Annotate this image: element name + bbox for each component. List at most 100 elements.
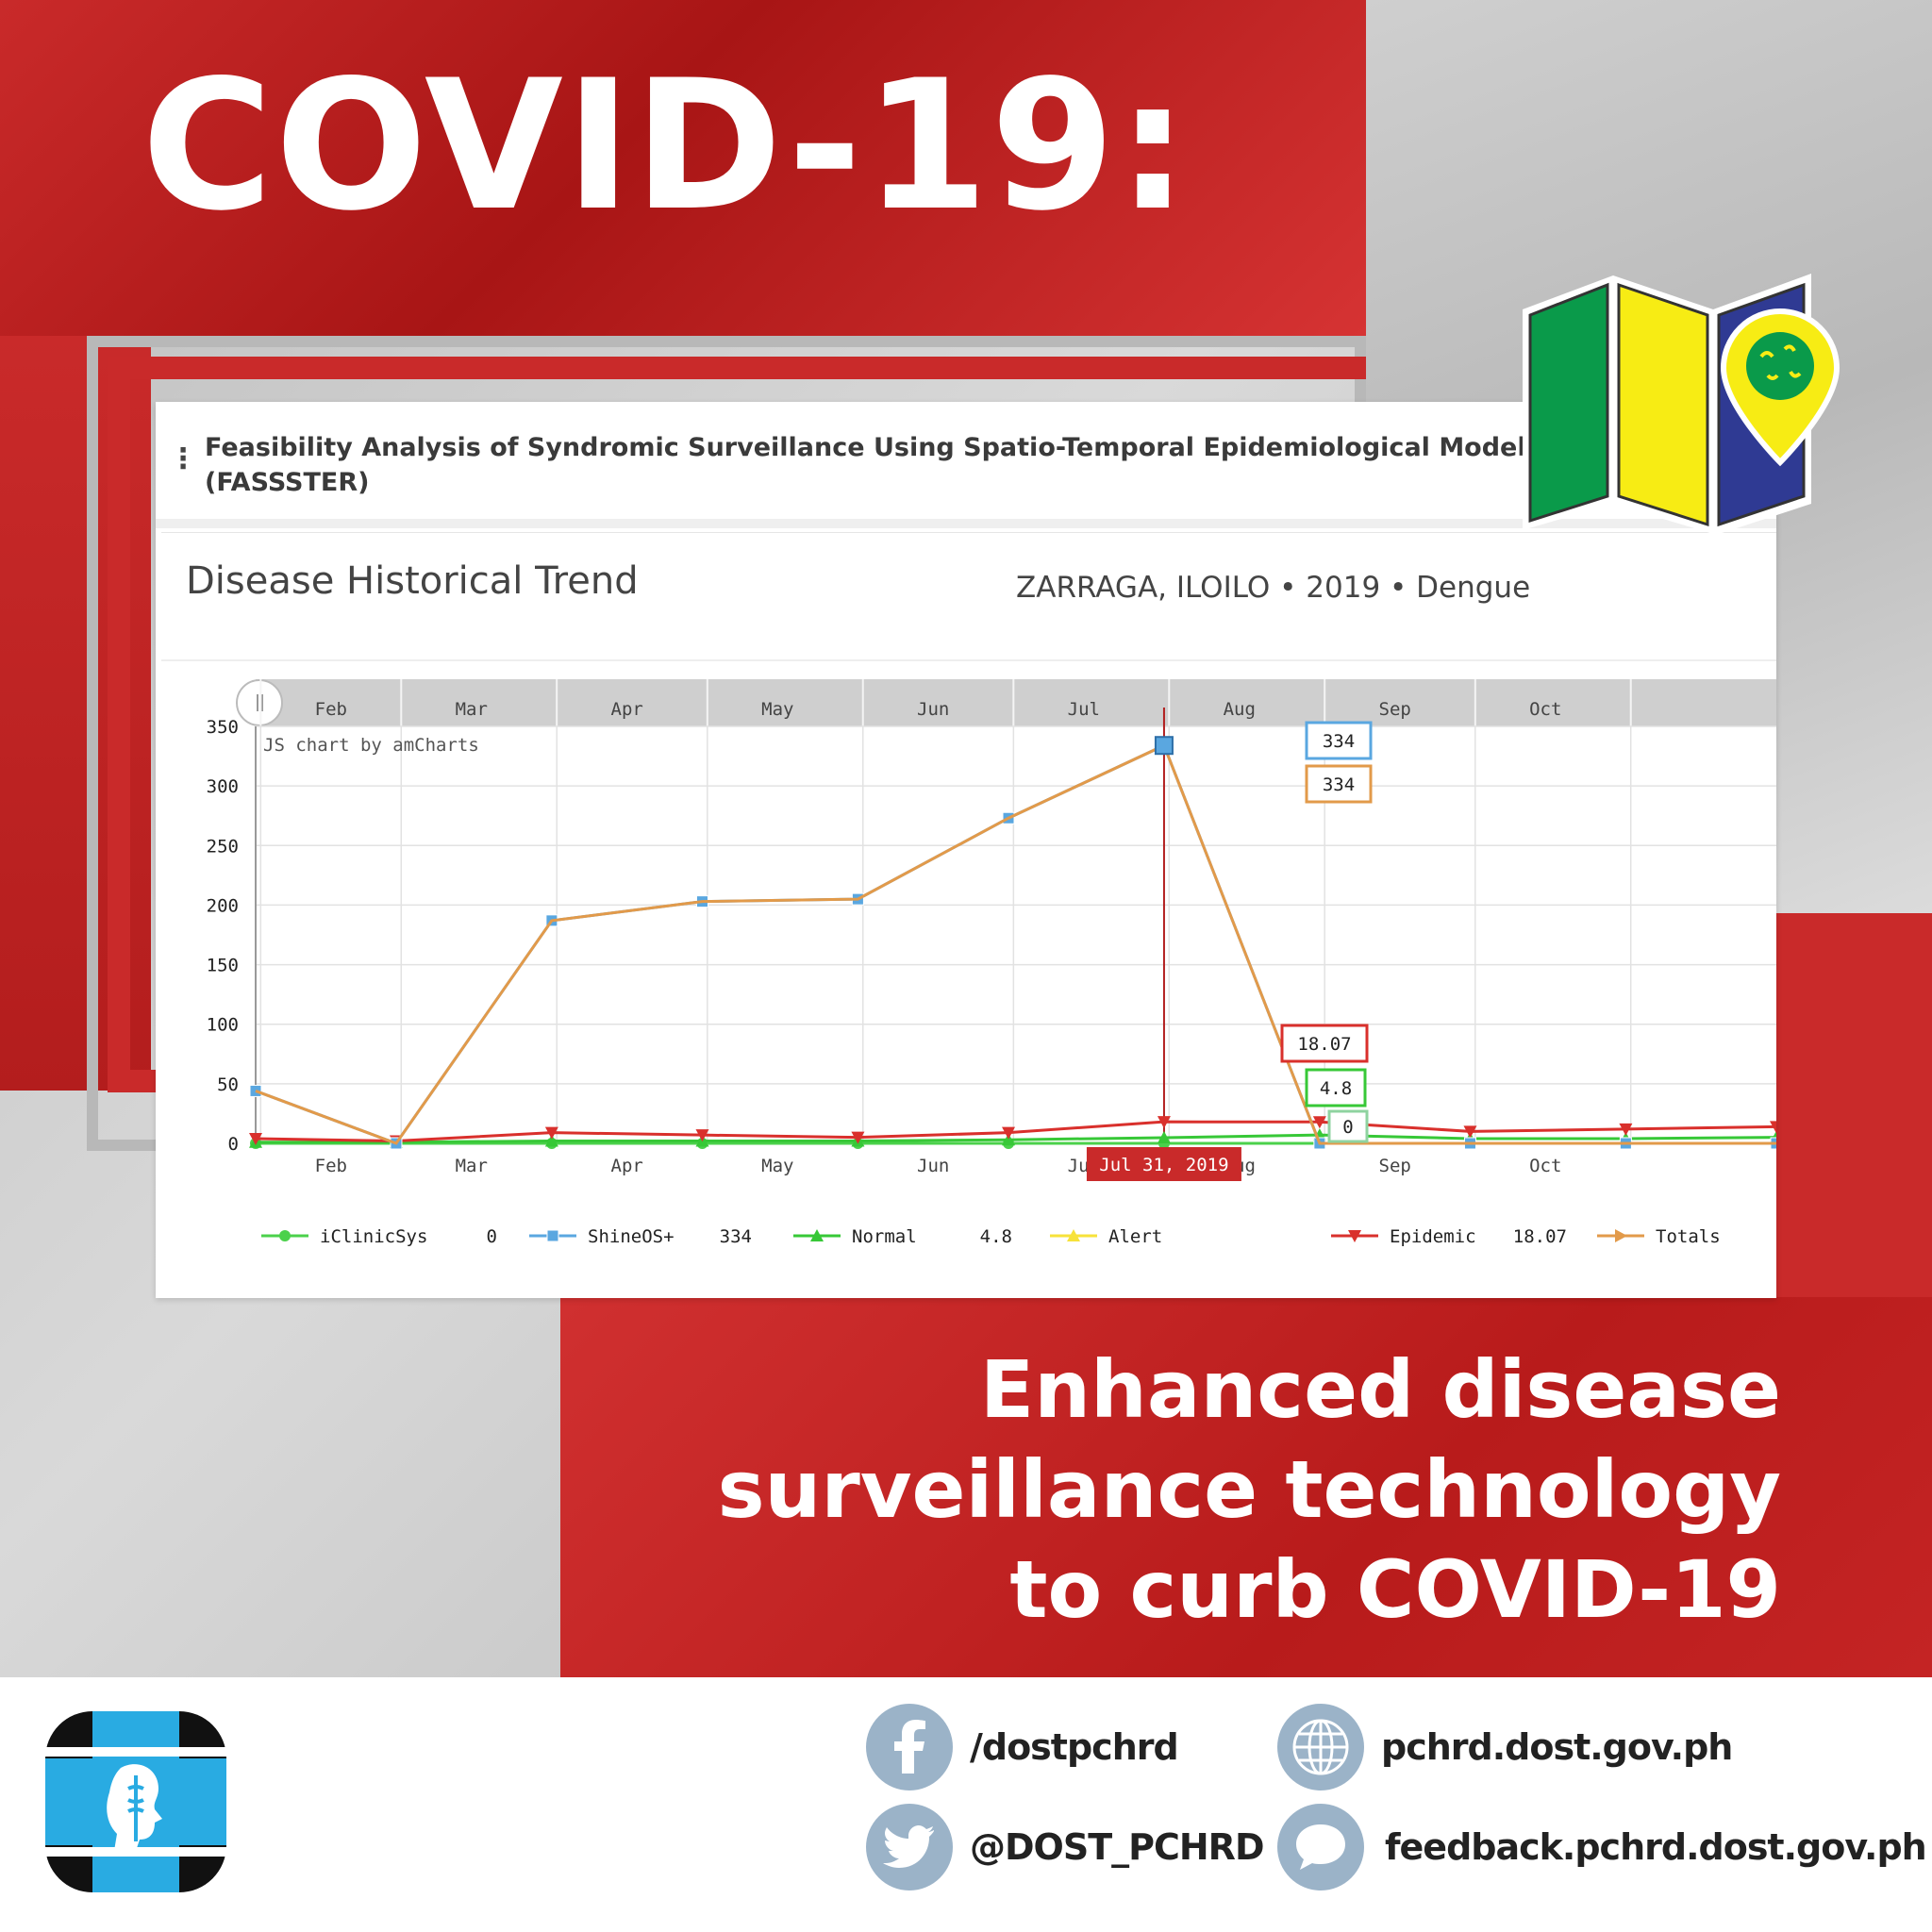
scrollbar-month-label: Mar bbox=[456, 699, 488, 720]
scrollbar-month-label: Feb bbox=[315, 699, 347, 720]
balloon-label-epidemic: 18.07 bbox=[1297, 1034, 1351, 1055]
footer: /dostpchrd @DOST_PCHRD pchrd.dost.gov.ph… bbox=[0, 1677, 1932, 1932]
balloon-label-normal: 4.8 bbox=[1320, 1078, 1352, 1099]
legend-value-epidemic: 18.07 bbox=[1513, 1226, 1567, 1247]
tagline: Enhanced disease surveillance technology… bbox=[649, 1340, 1781, 1640]
chart-credit: JS chart by amCharts bbox=[263, 735, 479, 756]
facebook-link[interactable]: /dostpchrd bbox=[866, 1704, 1179, 1790]
balloon-normal bbox=[1305, 1068, 1367, 1108]
cursor-date-badge bbox=[1086, 1147, 1241, 1181]
x-tick-label: Oct bbox=[1529, 1156, 1561, 1176]
tagline-line-1: Enhanced disease bbox=[979, 1343, 1781, 1436]
data-point-normal bbox=[544, 1134, 558, 1147]
website-link[interactable]: pchrd.dost.gov.ph bbox=[1277, 1704, 1733, 1790]
data-point-epidemic bbox=[1002, 1126, 1016, 1140]
data-point-epidemic bbox=[1312, 1116, 1326, 1129]
chart-scrollbar bbox=[256, 679, 1776, 726]
y-tick-label: 100 bbox=[207, 1015, 239, 1036]
balloon-epidemic bbox=[1280, 1024, 1369, 1063]
chart-card: Disease Historical Trend ZARRAGA, ILOILO… bbox=[161, 532, 1776, 1293]
globe-icon bbox=[1277, 1704, 1364, 1790]
facebook-icon bbox=[866, 1704, 953, 1790]
legend-label-epidemic: Epidemic bbox=[1390, 1226, 1476, 1247]
legend-value-normal: 4.8 bbox=[980, 1226, 1012, 1247]
twitter-label: @DOST_PCHRD bbox=[970, 1826, 1264, 1868]
legend-swatch-marker-iclinicsys bbox=[279, 1230, 291, 1241]
legend-label-shineos-: ShineOS+ bbox=[588, 1226, 675, 1247]
legend-swatch-marker-normal bbox=[810, 1229, 824, 1241]
x-tick-label: May bbox=[761, 1156, 793, 1176]
legend-label-totals: Totals bbox=[1656, 1226, 1721, 1247]
x-tick-label: Mar bbox=[456, 1156, 488, 1176]
balloon-totals bbox=[1305, 764, 1373, 804]
scrollbar-month-label: May bbox=[761, 699, 793, 720]
tagline-line-2: surveillance technology bbox=[717, 1443, 1781, 1536]
legend-swatch-marker-shineos- bbox=[546, 1229, 559, 1242]
chart-subtitle: ZARRAGA, ILOILO • 2019 • Dengue bbox=[1016, 571, 1531, 605]
data-point-epidemic bbox=[695, 1129, 709, 1142]
vertical-ellipsis-icon[interactable]: ⋮ bbox=[169, 442, 197, 475]
scrollbar-month-label: Aug bbox=[1224, 699, 1256, 720]
y-tick-label: 350 bbox=[207, 717, 239, 738]
balloon-label-totals: 334 bbox=[1323, 774, 1355, 795]
legend-label-normal: Normal bbox=[852, 1226, 917, 1247]
scrollbar-grip-icon bbox=[236, 679, 283, 726]
dost-pchrd-logo bbox=[45, 1711, 226, 1892]
legend-swatch-marker-totals bbox=[1615, 1229, 1627, 1242]
data-point-epidemic bbox=[851, 1131, 865, 1144]
twitter-link[interactable]: @DOST_PCHRD bbox=[866, 1804, 1264, 1890]
y-tick-label: 0 bbox=[228, 1134, 239, 1155]
y-tick-label: 50 bbox=[217, 1074, 239, 1095]
x-tick-label: Apr bbox=[611, 1156, 643, 1176]
y-tick-label: 300 bbox=[207, 776, 239, 797]
red-banner-top bbox=[0, 0, 1366, 336]
data-point-epidemic bbox=[1619, 1123, 1633, 1136]
x-tick-label: Sep bbox=[1379, 1156, 1411, 1176]
balloon-label-iclinicsys: 0 bbox=[1342, 1117, 1353, 1138]
feedback-link[interactable]: feedback.pchrd.dost.gov.ph bbox=[1277, 1804, 1927, 1890]
facebook-label: /dostpchrd bbox=[970, 1726, 1179, 1768]
website-label: pchrd.dost.gov.ph bbox=[1381, 1726, 1733, 1768]
data-point-epidemic bbox=[249, 1132, 262, 1145]
red-banner-bottom bbox=[560, 1297, 1932, 1677]
y-tick-label: 150 bbox=[207, 956, 239, 976]
dashboard-panel: ⋮ Feasibility Analysis of Syndromic Surv… bbox=[156, 402, 1776, 1298]
cursor-date-label: Jul 31, 2019 bbox=[1099, 1155, 1228, 1175]
legend-label-iclinicsys: iClinicSys bbox=[320, 1226, 427, 1247]
scrollbar-month-label: Sep bbox=[1379, 699, 1411, 720]
data-point-epidemic bbox=[1463, 1125, 1477, 1139]
card-divider bbox=[161, 659, 1776, 661]
scrollbar-month-label: Apr bbox=[611, 699, 643, 720]
legend-value-iclinicsys: 0 bbox=[487, 1226, 497, 1247]
y-tick-label: 200 bbox=[207, 895, 239, 916]
series-line-totals bbox=[255, 743, 1776, 1145]
cursor-marker-shineos bbox=[1154, 736, 1174, 756]
feedback-label: feedback.pchrd.dost.gov.ph bbox=[1385, 1826, 1927, 1868]
data-point-epidemic bbox=[1157, 1116, 1171, 1129]
disease-trend-chart[interactable]: FebFebMarMarAprAprMayMayJunJunJulJulAugA… bbox=[156, 528, 1776, 1298]
scrollbar-month-label: Oct bbox=[1529, 699, 1561, 720]
scrollbar-month-label: Jul bbox=[1068, 699, 1100, 720]
data-point-epidemic bbox=[544, 1126, 558, 1140]
map-pin-icon bbox=[1523, 274, 1840, 536]
legend-value-shineos-: 334 bbox=[720, 1226, 752, 1247]
legend-swatch-marker-epidemic bbox=[1348, 1230, 1361, 1242]
tagline-line-3: to curb COVID-19 bbox=[1009, 1543, 1781, 1636]
balloon-iclinicsys bbox=[1327, 1109, 1369, 1143]
balloon-label-shineos-: 334 bbox=[1323, 731, 1355, 752]
legend-label-alert: Alert bbox=[1108, 1226, 1162, 1247]
panel-title: Feasibility Analysis of Syndromic Survei… bbox=[205, 433, 1557, 497]
x-tick-label: Feb bbox=[315, 1156, 347, 1176]
data-point-normal bbox=[1157, 1130, 1171, 1143]
chat-bubble-icon bbox=[1277, 1804, 1364, 1890]
y-tick-label: 250 bbox=[207, 836, 239, 857]
data-point-normal bbox=[1002, 1133, 1016, 1146]
scrollbar-month-label: Jun bbox=[917, 699, 949, 720]
legend-swatch-marker-alert bbox=[1067, 1229, 1080, 1241]
panel-header: ⋮ Feasibility Analysis of Syndromic Surv… bbox=[156, 402, 1776, 528]
twitter-icon bbox=[866, 1804, 953, 1890]
headline: COVID-19: bbox=[142, 42, 1191, 250]
balloon-shineos- bbox=[1305, 721, 1373, 760]
chart-title: Disease Historical Trend bbox=[186, 559, 639, 603]
x-tick-label: Jun bbox=[917, 1156, 949, 1176]
